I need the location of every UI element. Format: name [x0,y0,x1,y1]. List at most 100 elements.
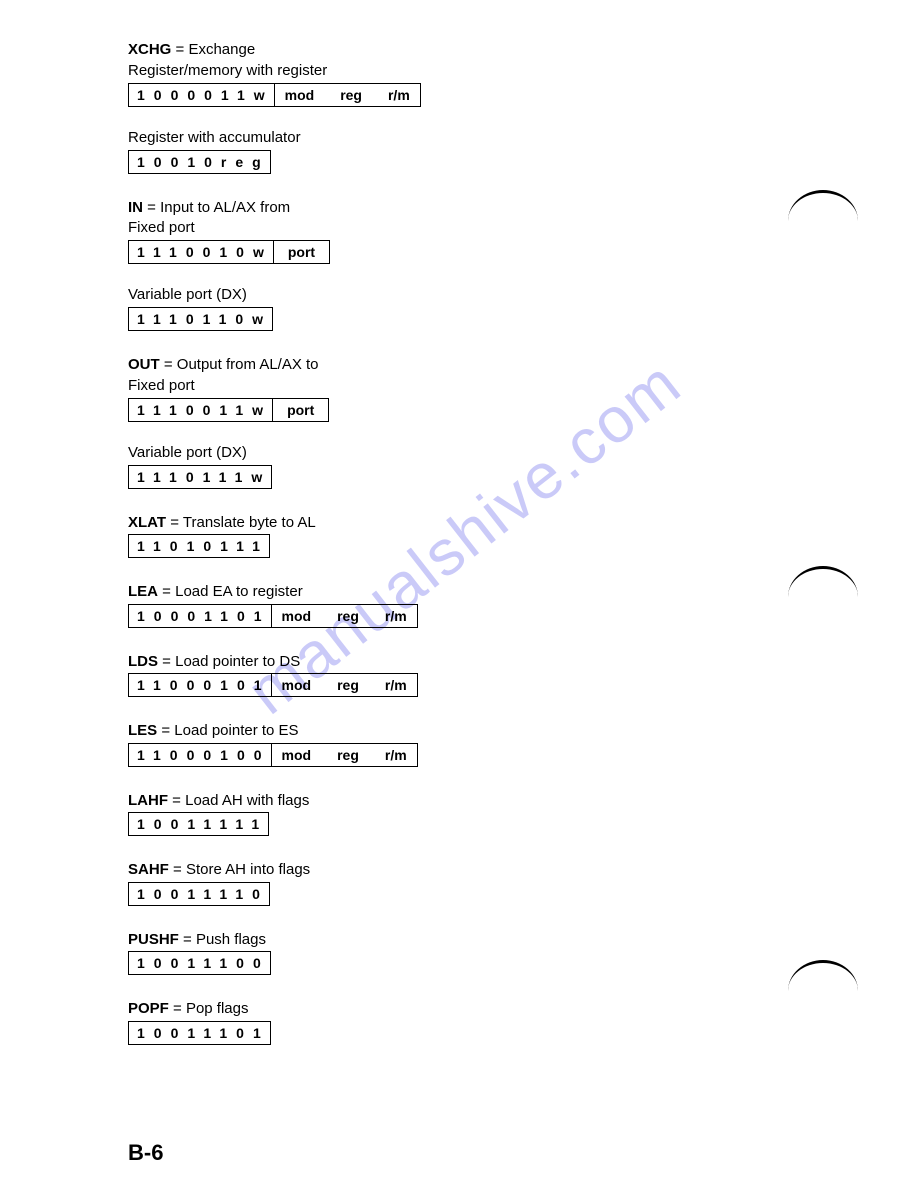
instruction-block: XCHG = ExchangeRegister/memory with regi… [128,40,828,174]
instruction-title: SAHF = Store AH into flags [128,860,828,880]
equals-sep: = [158,653,175,670]
opcode-bits: 11000101 [128,673,272,697]
opcode-bits: 11010111 [128,534,270,558]
opcode-bits: 10001101 [128,604,272,628]
mnemonic: XCHG [128,41,171,58]
instruction-block: SAHF = Store AH into flags10011110 [128,860,828,906]
instruction-block: LAHF = Load AH with flags10011111 [128,791,828,837]
encoding-row: 10011111 [128,812,828,836]
instruction-block: OUT = Output from AL/AX to Fixed port 1110… [128,355,828,489]
variant-subtitle: Variable port (DX) [128,444,828,461]
reg-part: reg [337,747,359,763]
instruction-title: LAHF = Load AH with flags [128,791,828,811]
mod-part: mod [282,608,312,624]
content-area: XCHG = ExchangeRegister/memory with regi… [128,40,828,1069]
modrm-field: mod reg r/m [272,673,418,697]
mnemonic: LDS [128,653,158,670]
encoding-row: 1110111w [128,465,828,489]
instruction-desc: Output from AL/AX to [177,356,319,373]
instruction-title: LES = Load pointer to ES [128,721,828,741]
encoding-row: 10011100 [128,951,828,975]
mnemonic: OUT [128,356,160,373]
rm-part: r/m [388,87,410,103]
encoding-row: 1110110w [128,307,828,331]
opcode-bits: 10010reg [128,150,271,174]
equals-sep: = [168,792,185,809]
instruction-desc: Load EA to register [175,583,303,600]
reg-part: reg [337,677,359,693]
instruction-desc: Pop flags [186,1000,249,1017]
opcode-bits: 10011100 [128,951,271,975]
opcode-bits: 1110010w [128,240,274,264]
encoding-row: 10011101 [128,1021,828,1045]
mnemonic: IN [128,199,143,216]
instruction-title: IN = Input to AL/AX from [128,198,828,218]
encoding-row: 11000101 mod reg r/m [128,673,828,697]
equals-sep: = [158,583,175,600]
encoding-row: 11010111 [128,534,828,558]
mnemonic: SAHF [128,861,169,878]
page-number: B-6 [128,1140,163,1166]
encoding-row: 1000011w mod reg r/m [128,83,828,107]
opcode-bits: 1110111w [128,465,272,489]
equals-sep: = [171,41,188,58]
encoding-row: 11000100modregr/m [128,743,828,767]
rm-part: r/m [385,608,407,624]
equals-sep: = [143,199,160,216]
encoding-row: 1110011wport [128,398,828,422]
instruction-title: XCHG = Exchange [128,40,828,60]
rm-part: r/m [385,747,407,763]
variant-spacer [128,268,828,286]
encoding-row: 10010reg [128,150,828,174]
variant-subtitle: Register with accumulator [128,129,828,146]
opcode-bits: 10011110 [128,882,270,906]
opcode-bits: 1000011w [128,83,275,107]
opcode-bits: 1110110w [128,307,273,331]
opcode-bits: 10011101 [128,1021,271,1045]
instruction-desc: Input to AL/AX from [160,199,290,216]
reg-part: reg [337,608,359,624]
equals-sep: = [169,1000,186,1017]
mnemonic: LAHF [128,792,168,809]
opcode-bits: 11000100 [128,743,272,767]
instruction-block: POPF = Pop flags10011101 [128,999,828,1045]
modrm-field: mod reg r/m [275,83,421,107]
instruction-title: LDS = Load pointer to DS [128,652,828,672]
instruction-desc: Exchange [188,41,255,58]
port-field: port [273,398,329,422]
opcode-bits: 1110011w [128,398,273,422]
rm-part: r/m [385,677,407,693]
equals-sep: = [169,861,186,878]
instruction-title: POPF = Pop flags [128,999,828,1019]
instruction-block: XLAT = Translate byte to AL11010111 [128,513,828,559]
instruction-title: XLAT = Translate byte to AL [128,513,828,533]
equals-sep: = [166,514,183,531]
modrm-field: mod reg r/m [272,604,418,628]
mnemonic: XLAT [128,514,166,531]
mod-part: mod [285,87,315,103]
mod-part: mod [282,677,312,693]
instruction-title: PUSHF = Push flags [128,930,828,950]
instruction-block: PUSHF = Push flags10011100 [128,930,828,976]
equals-sep: = [160,356,177,373]
instruction-desc: Translate byte to AL [183,514,316,531]
instruction-title: OUT = Output from AL/AX to [128,355,828,375]
instruction-desc: Load pointer to ES [174,722,298,739]
instruction-block: IN = Input to AL/AX fromFixed port111001… [128,198,828,332]
variant-subtitle: Fixed port [128,377,828,394]
instruction-block: LES = Load pointer to ES11000100modregr/… [128,721,828,767]
variant-subtitle: Fixed port [128,219,828,236]
port-field: port [274,240,330,264]
instruction-title: LEA = Load EA to register [128,582,828,602]
mnemonic: PUSHF [128,931,179,948]
mnemonic: POPF [128,1000,169,1017]
encoding-row: 1110010wport [128,240,828,264]
reg-part: reg [340,87,362,103]
variant-spacer [128,111,828,129]
instruction-desc: Store AH into flags [186,861,310,878]
variant-spacer [128,426,828,444]
encoding-row: 10011110 [128,882,828,906]
modrm-field: modregr/m [272,743,418,767]
mnemonic: LES [128,722,157,739]
instruction-desc: Load pointer to DS [175,653,300,670]
